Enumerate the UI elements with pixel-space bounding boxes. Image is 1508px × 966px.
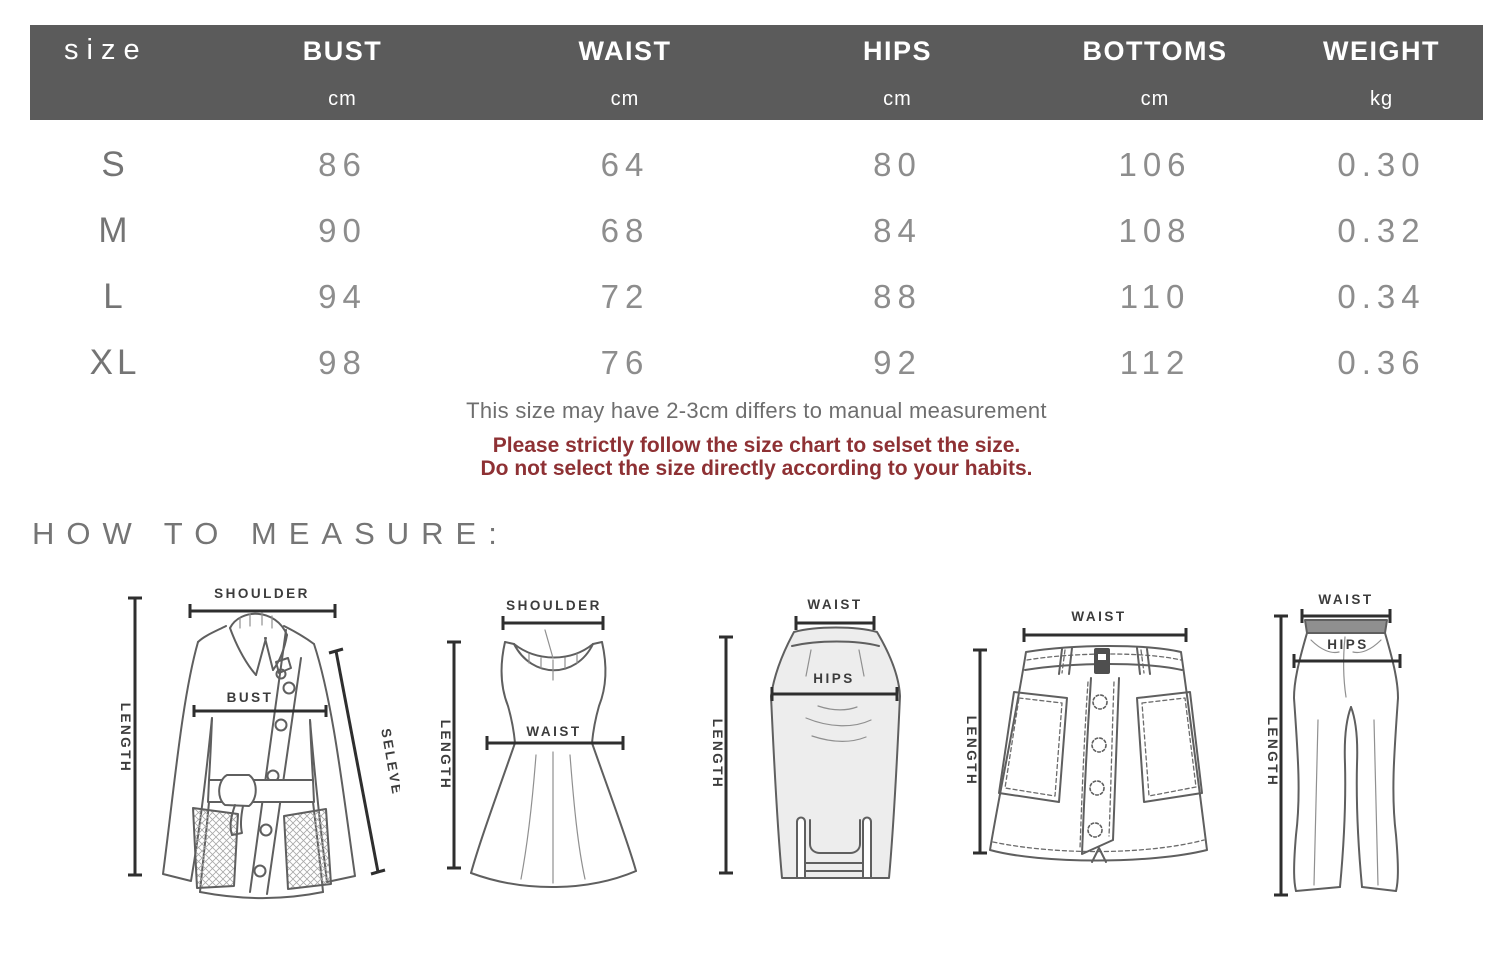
weight-value: 0.36 — [1337, 344, 1426, 381]
hips-value: 88 — [873, 278, 922, 315]
waist-measure: WAIST — [794, 597, 876, 630]
warning-line-2: Do not select the size directly accordin… — [480, 457, 1033, 480]
mini-skirt-sketch — [989, 645, 1208, 863]
bust-value: 86 — [318, 146, 367, 183]
size-warning: Please strictly follow the size chart to… — [30, 434, 1483, 480]
header-name-row: size BUST WAIST HIPS BOTTOMS WEIGHT — [30, 25, 1483, 67]
size-table-header: size BUST WAIST HIPS BOTTOMS WEIGHT cm c… — [30, 25, 1483, 120]
unit-bust: cm — [328, 88, 357, 110]
size-value: M — [98, 211, 132, 250]
column-header-weight: WEIGHT — [1323, 36, 1440, 66]
size-table-body: S 86 64 80 106 0.30 M 90 68 84 108 0.32 … — [30, 120, 1483, 396]
weight-value: 0.32 — [1337, 212, 1426, 249]
waist-value: 64 — [600, 146, 650, 183]
table-row-l: L 94 72 88 110 0.34 — [30, 264, 1483, 330]
bust-measure: BUST — [192, 690, 328, 717]
shoulder-label: SHOULDER — [214, 586, 310, 601]
bust-value: 98 — [318, 344, 367, 381]
length-label: LENGTH — [118, 703, 133, 774]
waist-measure: WAIST — [485, 724, 625, 750]
bottoms-value: 110 — [1119, 278, 1191, 315]
hips-value: 80 — [873, 146, 922, 183]
waist-label: WAIST — [1071, 609, 1126, 624]
waist-measure: WAIST — [1022, 609, 1188, 642]
column-header-waist: WAIST — [578, 36, 672, 66]
hips-measure: HIPS — [770, 671, 899, 701]
jacket-diagram: SHOULDER LENGTH BUST SELEVE — [118, 586, 400, 899]
unit-hips: cm — [883, 88, 912, 110]
waist-label: WAIST — [526, 724, 581, 739]
pants-diagram: WAIST HIPS LENGTH — [1265, 592, 1402, 897]
measurement-diagrams: SHOULDER LENGTH BUST SELEVE — [90, 578, 1498, 913]
waist-value: 76 — [600, 344, 650, 381]
size-column-label: size — [64, 34, 148, 66]
weight-value: 0.34 — [1337, 278, 1426, 315]
length-label: LENGTH — [1265, 717, 1280, 788]
table-row-m: M 90 68 84 108 0.32 — [30, 198, 1483, 264]
hips-value: 92 — [873, 344, 922, 381]
size-value: XL — [89, 343, 141, 382]
size-table: size BUST WAIST HIPS BOTTOMS WEIGHT cm c… — [30, 25, 1483, 396]
shoulder-measure: SHOULDER — [501, 598, 605, 630]
weight-value: 0.30 — [1337, 146, 1426, 183]
pencil-skirt-diagram: WAIST HIPS LENGTH — [710, 597, 901, 879]
unit-bottoms: cm — [1140, 88, 1170, 110]
bust-value: 90 — [318, 212, 367, 249]
bust-label: BUST — [227, 690, 274, 705]
length-label: LENGTH — [964, 716, 979, 787]
warning-line-1: Please strictly follow the size chart to… — [492, 434, 1021, 457]
unit-weight: kg — [1369, 88, 1394, 110]
waist-value: 68 — [600, 212, 650, 249]
column-header-bottoms: BOTTOMS — [1082, 36, 1228, 66]
sleeve-label: SELEVE — [378, 727, 400, 797]
bottoms-value: 106 — [1118, 146, 1192, 183]
hips-value: 84 — [873, 212, 922, 249]
waist-value: 72 — [600, 278, 650, 315]
length-label: LENGTH — [710, 719, 725, 790]
hips-label: HIPS — [813, 671, 855, 686]
shoulder-measure: SHOULDER — [188, 586, 337, 618]
dress-sketch — [470, 629, 637, 888]
column-header-hips: HIPS — [862, 36, 933, 66]
bust-value: 94 — [318, 278, 367, 315]
tolerance-note: This size may have 2-3cm differs to manu… — [466, 398, 1047, 423]
column-header-bust: BUST — [302, 36, 383, 66]
table-row-s: S 86 64 80 106 0.30 — [30, 132, 1483, 198]
length-measure: LENGTH — [710, 635, 733, 875]
pencil-skirt-sketch — [770, 626, 901, 879]
bottoms-value: 112 — [1119, 344, 1191, 381]
waist-measure: WAIST — [1300, 592, 1392, 623]
waist-label: WAIST — [1318, 592, 1373, 607]
dress-diagram: SHOULDER LENGTH WAIST — [438, 598, 637, 888]
header-unit-row: cm cm cm cm kg — [30, 67, 1483, 120]
length-measure: LENGTH — [118, 596, 142, 877]
shoulder-label: SHOULDER — [506, 598, 602, 613]
hips-label: HIPS — [1327, 637, 1369, 652]
length-measure: LENGTH — [1265, 614, 1288, 897]
how-to-measure-title: HOW TO MEASURE: — [32, 516, 509, 551]
table-row-xl: XL 98 76 92 112 0.36 — [30, 330, 1483, 396]
length-measure: LENGTH — [438, 640, 461, 870]
waist-label: WAIST — [807, 597, 862, 612]
bottoms-value: 108 — [1118, 212, 1192, 249]
size-value: S — [101, 145, 129, 184]
mini-skirt-diagram: WAIST LENGTH — [964, 609, 1208, 863]
jacket-sketch — [162, 612, 356, 899]
hips-measure: HIPS — [1292, 637, 1402, 668]
pants-sketch — [1293, 619, 1399, 892]
size-value: L — [103, 277, 127, 316]
length-label: LENGTH — [438, 720, 453, 791]
unit-waist: cm — [610, 88, 640, 110]
length-measure: LENGTH — [964, 648, 987, 855]
